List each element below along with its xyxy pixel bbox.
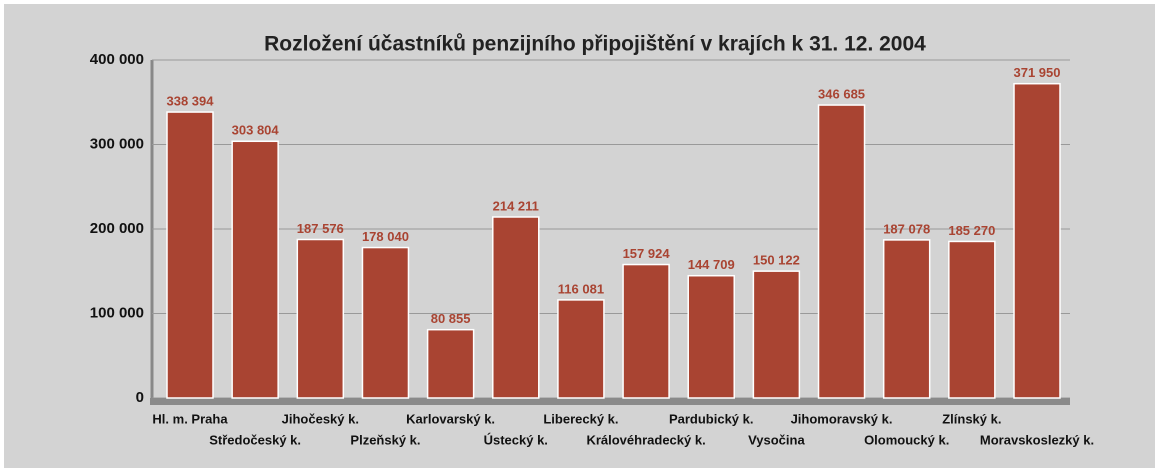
x-tick-label: Středočeský k. — [209, 432, 301, 447]
x-tick-label: Olomoucký k. — [864, 432, 949, 447]
value-label: 346 685 — [818, 86, 865, 101]
bar — [426, 328, 475, 399]
x-tick-label: Vysočina — [748, 432, 805, 447]
chart-title: Rozložení účastníků penzijního připojišt… — [264, 33, 926, 56]
y-tick-label: 400 000 — [90, 51, 144, 68]
bar — [296, 238, 345, 399]
y-tick-label: 100 000 — [90, 304, 144, 321]
x-tick-label: Ústecký k. — [484, 432, 548, 447]
bar — [882, 239, 931, 399]
value-label: 178 040 — [362, 229, 409, 244]
x-tick-label: Jihočeský k. — [282, 411, 359, 426]
x-tick-label: Karlovarský k. — [406, 411, 495, 426]
x-tick-label: Moravskoslezký k. — [980, 432, 1094, 447]
y-tick-label: 200 000 — [90, 220, 144, 237]
value-label: 187 078 — [883, 221, 930, 236]
value-label: 116 081 — [558, 281, 604, 296]
bar — [817, 104, 866, 399]
y-tick-label: 300 000 — [90, 135, 144, 152]
bar — [492, 216, 540, 399]
value-label: 185 270 — [948, 223, 995, 238]
x-tick-label: Zlínský k. — [942, 411, 1001, 426]
value-label: 144 709 — [688, 257, 735, 272]
x-tick-label: Pardubický k. — [669, 411, 754, 426]
bar — [557, 299, 605, 399]
value-label: 303 804 — [232, 123, 280, 138]
x-tick-label: Královéhradecký k. — [586, 432, 705, 447]
x-tick-label: Plzeňský k. — [350, 432, 420, 447]
base — [150, 398, 1070, 405]
bar — [948, 240, 996, 399]
value-label: 338 394 — [167, 93, 215, 108]
value-label: 80 855 — [431, 311, 471, 326]
bar — [687, 274, 735, 399]
bar — [1013, 82, 1061, 399]
x-tick-label: Hl. m. Praha — [152, 411, 228, 426]
bar — [752, 270, 801, 399]
value-label: 214 211 — [493, 198, 539, 213]
bar — [622, 263, 670, 399]
bar — [166, 111, 214, 399]
value-label: 157 924 — [623, 246, 671, 261]
y-tick-label: 0 — [136, 389, 144, 406]
x-tick-label: Liberecký k. — [543, 411, 618, 426]
bar — [231, 140, 279, 399]
value-label: 371 950 — [1014, 65, 1061, 80]
x-tick-label: Jihomoravský k. — [791, 411, 893, 426]
value-label: 187 576 — [297, 221, 344, 236]
bar — [361, 246, 410, 399]
value-label: 150 122 — [753, 253, 800, 268]
